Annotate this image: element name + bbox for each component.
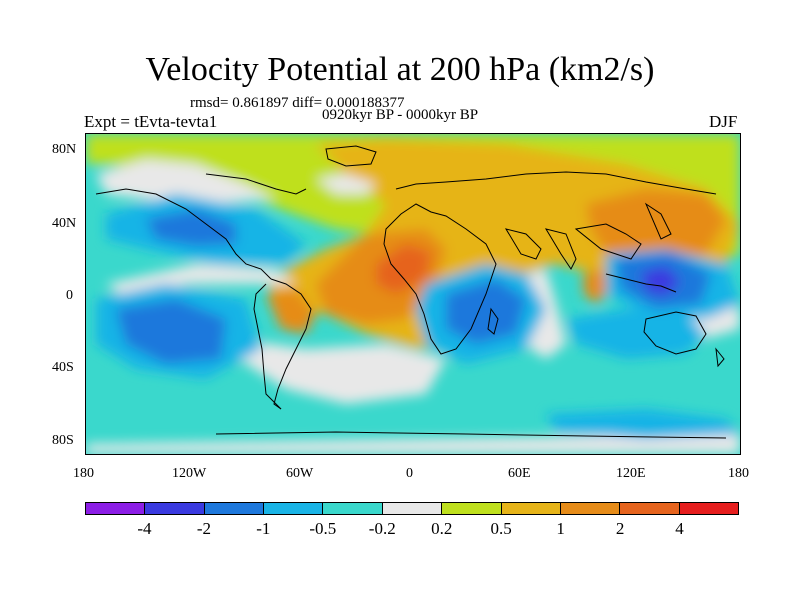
lon-tick-180w: 180 <box>73 466 94 481</box>
dorange-region-2 <box>266 289 316 334</box>
blue-region-0 <box>146 209 236 246</box>
experiment-label: Expt = tEvta-tevta1 <box>84 112 218 131</box>
lat-tick-40s: 40S <box>52 360 74 375</box>
colorbar-label: 0.2 <box>431 519 453 538</box>
stats-line: rmsd= 0.861897 diff= 0.000188377 <box>190 95 405 111</box>
contour-fields <box>86 134 740 454</box>
colorbar-label: 0.5 <box>490 519 512 538</box>
colorbar-swatch-10 <box>679 503 738 514</box>
colorbar-label: -4 <box>137 519 152 538</box>
lat-tick-80s: 80S <box>52 433 74 448</box>
lon-tick-120w: 120W <box>172 466 207 481</box>
colorbar-swatch-5 <box>382 503 443 514</box>
colorbar-label: 1 <box>556 519 565 538</box>
colorbar-swatch-3 <box>264 503 324 514</box>
blue-region-1 <box>116 299 226 364</box>
colorbar-label: -2 <box>196 519 211 538</box>
velocity-potential-map <box>86 134 740 454</box>
colorbar-swatch-6 <box>442 503 502 514</box>
colorbar-swatch-4 <box>323 503 383 514</box>
red-region-0 <box>376 244 431 294</box>
grey-region-6 <box>86 434 740 454</box>
blue-region-2 <box>446 279 526 344</box>
lon-tick-60w: 60W <box>286 466 314 481</box>
dorange-region-3 <box>583 269 611 304</box>
colorbar-swatch-8 <box>560 503 621 514</box>
colorbar-label: 2 <box>615 519 625 538</box>
coastlines <box>95 145 727 439</box>
colorbar-swatch-7 <box>501 503 561 514</box>
colorbar-label: -1 <box>256 519 271 538</box>
colorbar-label: 4 <box>675 519 684 538</box>
period-line: 0920kyr BP - 0000kyr BP <box>322 107 479 123</box>
lon-tick-0: 0 <box>406 466 413 481</box>
lon-tick-60e: 60E <box>508 466 531 481</box>
grey-region-3 <box>206 334 446 404</box>
lon-tick-120e: 120E <box>616 466 646 481</box>
colorbar-swatch-2 <box>204 503 265 514</box>
grey-region-1 <box>316 174 376 194</box>
colorbar <box>85 502 739 515</box>
lat-tick-0: 0 <box>66 288 73 303</box>
colorbar-swatch-0 <box>86 503 146 514</box>
lblue-region-3 <box>566 309 706 359</box>
lat-tick-40n: 40N <box>52 216 77 231</box>
dblue-region-0 <box>641 266 681 296</box>
grey-region-0 <box>96 159 276 204</box>
colorbar-label: -0.5 <box>309 519 337 538</box>
season-label: DJF <box>709 112 738 131</box>
lblue-region-5 <box>546 409 740 439</box>
colorbar-swatch-1 <box>145 503 205 514</box>
colorbar-swatch-9 <box>620 503 680 514</box>
lon-tick-180e: 180 <box>728 466 749 481</box>
chart-title: Velocity Potential at 200 hPa (km2/s) <box>145 51 655 88</box>
lat-tick-80n: 80N <box>52 142 77 157</box>
colorbar-label: -0.2 <box>368 519 396 538</box>
